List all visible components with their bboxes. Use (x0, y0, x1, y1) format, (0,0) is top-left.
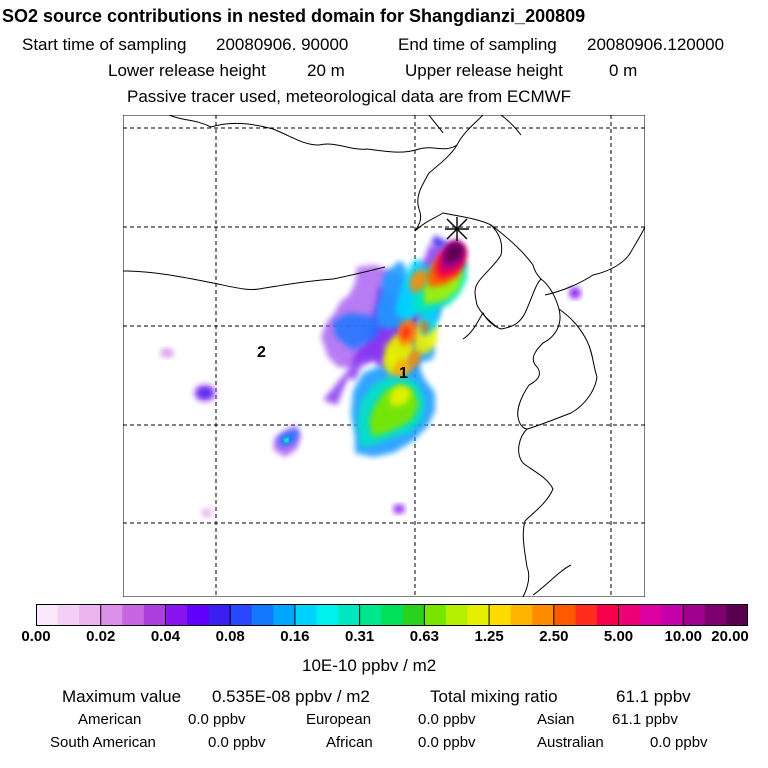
upper-height-value: 0 m (609, 61, 638, 80)
colorbar-cell (338, 604, 361, 626)
colorbar-tick-label: 0.31 (345, 628, 375, 645)
colorbar-cell (273, 604, 296, 626)
map-borders (123, 115, 645, 597)
colorbar-tick-label: 0.16 (280, 628, 310, 645)
colorbar-cell (618, 604, 641, 626)
colorbar-cell (424, 604, 447, 626)
end-time-value: 20080906.120000 (587, 35, 725, 54)
colorbar-tick-label: 0.02 (86, 628, 116, 645)
upper-height-label: Upper release height (405, 61, 563, 80)
colorbar-cell (726, 604, 748, 626)
colorbar-tick-label: 1.25 (474, 628, 504, 645)
colorbar (36, 604, 748, 626)
colorbar-cell (467, 604, 490, 626)
max-value: 0.535E-08 ppbv / m2 (212, 687, 370, 706)
region-value: 0.0 ppbv (418, 734, 476, 751)
region-value: 0.0 ppbv (208, 734, 266, 751)
start-time-value: 20080906. 90000 (216, 35, 349, 54)
colorbar-cell (683, 604, 706, 626)
map-plot: 1 2 (123, 115, 645, 597)
colorbar-cell (661, 604, 684, 626)
region-name: American (78, 711, 142, 728)
region-label-2: 2 (257, 344, 266, 361)
colorbar-cell (230, 604, 253, 626)
lower-height-value: 20 m (307, 61, 345, 80)
colorbar-cell (143, 604, 167, 626)
star-marker (445, 217, 469, 241)
colorbar-cell (359, 604, 382, 626)
region-name: African (326, 734, 373, 751)
colorbar-cell (316, 604, 339, 626)
region-name: South American (50, 734, 156, 751)
colorbar-cell (640, 604, 663, 626)
colorbar-tick-label: 0.00 (21, 628, 51, 645)
colorbar-tick-label: 2.50 (539, 628, 569, 645)
start-time-label: Start time of sampling (22, 35, 187, 54)
end-time-label: End time of sampling (398, 35, 557, 54)
total-mixing-label: Total mixing ratio (430, 687, 558, 706)
colorbar-cell (381, 604, 404, 626)
total-mixing-value: 61.1 ppbv (616, 687, 691, 706)
region-value: 0.0 ppbv (650, 734, 708, 751)
colorbar-tick-label: 0.08 (215, 628, 245, 645)
colorbar-cell (251, 604, 274, 626)
colorbar-cell (165, 604, 188, 626)
region-name: Asian (537, 711, 575, 728)
max-value-label: Maximum value (62, 687, 182, 706)
colorbar-cell (445, 604, 469, 626)
colorbar-cell (402, 604, 425, 626)
colorbar-cells (36, 604, 748, 626)
region-name: European (306, 711, 372, 728)
colorbar-cell (100, 604, 123, 626)
colorbar-cell (510, 604, 533, 626)
region-name: Australian (537, 734, 604, 751)
colorbar-cell (596, 604, 620, 626)
colorbar-tick-label: 20.00 (711, 628, 749, 645)
colorbar-tick-label: 0.04 (150, 628, 181, 645)
colorbar-cell (122, 604, 145, 626)
plume-field (160, 235, 581, 518)
colorbar-cell (36, 604, 59, 626)
colorbar-cell (575, 604, 598, 626)
lower-height-label: Lower release height (108, 61, 266, 80)
colorbar-cell (187, 604, 210, 626)
colorbar-ticks (36, 604, 748, 626)
chart-title: SO2 source contributions in nested domai… (2, 6, 586, 26)
colorbar-unit: 10E-10 ppbv / m2 (302, 656, 437, 675)
colorbar-cell (294, 604, 318, 626)
tracer-note: Passive tracer used, meteorological data… (127, 87, 572, 106)
colorbar-cell (79, 604, 102, 626)
region-value: 0.0 ppbv (418, 711, 476, 728)
region-value: 61.1 ppbv (612, 711, 678, 728)
region-value: 0.0 ppbv (188, 711, 246, 728)
colorbar-tick-label: 0.63 (409, 628, 439, 645)
colorbar-cell (532, 604, 555, 626)
colorbar-tick-label: 5.00 (603, 628, 634, 645)
colorbar-cell (208, 604, 231, 626)
colorbar-cell (489, 604, 512, 626)
colorbar-tick-label: 10.00 (664, 628, 703, 645)
colorbar-cell (704, 604, 728, 626)
colorbar-cell (553, 604, 576, 626)
colorbar-cell (57, 604, 80, 626)
region-label-1: 1 (399, 365, 408, 382)
